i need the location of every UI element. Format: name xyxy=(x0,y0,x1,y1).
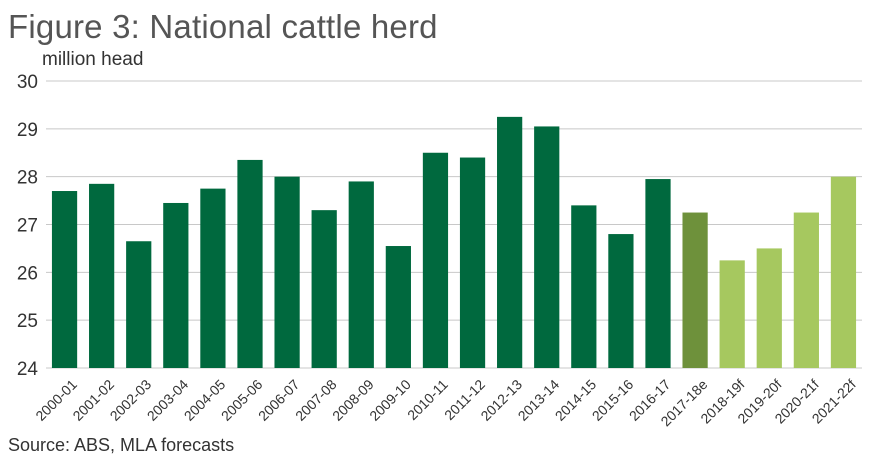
bar-2002-03 xyxy=(126,241,152,368)
bar-2006-07 xyxy=(274,176,300,368)
y-tick-labels: 24 25 26 27 28 29 30 xyxy=(17,72,39,380)
bar-2013-14 xyxy=(534,126,560,368)
bar-2016-17 xyxy=(645,179,671,368)
y-tick-label: 30 xyxy=(17,72,38,93)
bar-2005-06 xyxy=(237,159,263,368)
bar-2018-19f xyxy=(719,260,745,368)
bar-2008-09 xyxy=(348,181,374,368)
y-tick-label: 26 xyxy=(17,263,38,284)
bar-2000-01 xyxy=(51,191,78,368)
bar-2017-18e xyxy=(682,212,708,368)
bar-2012-13 xyxy=(497,116,523,368)
bar-2019-20f xyxy=(756,248,782,368)
x-tick-label: 2009-10 xyxy=(366,376,414,424)
bar-2021-22f xyxy=(830,176,857,368)
bar-2020-21f xyxy=(793,212,819,368)
y-tick-label: 24 xyxy=(17,359,39,380)
bars xyxy=(51,116,857,368)
y-tick-label: 25 xyxy=(17,311,38,332)
y-tick-label: 28 xyxy=(17,168,38,189)
bar-2001-02 xyxy=(89,183,115,368)
chart-title: Figure 3: National cattle herd xyxy=(8,8,438,45)
x-tick-labels: 2000-012001-022002-032003-042004-052005-… xyxy=(32,376,859,429)
bar-2004-05 xyxy=(200,188,226,368)
bar-2014-15 xyxy=(571,205,597,368)
y-tick-label: 27 xyxy=(17,216,38,237)
bar-2003-04 xyxy=(163,202,189,368)
y-axis-label: million head xyxy=(42,49,144,70)
bar-2011-12 xyxy=(459,157,486,368)
bar-2010-11 xyxy=(422,152,449,368)
bar-2009-10 xyxy=(385,246,411,368)
y-tick-label: 29 xyxy=(17,120,38,141)
bar-2007-08 xyxy=(311,210,337,368)
source-note: Source: ABS, MLA forecasts xyxy=(8,435,235,455)
bar-2015-16 xyxy=(608,234,634,368)
